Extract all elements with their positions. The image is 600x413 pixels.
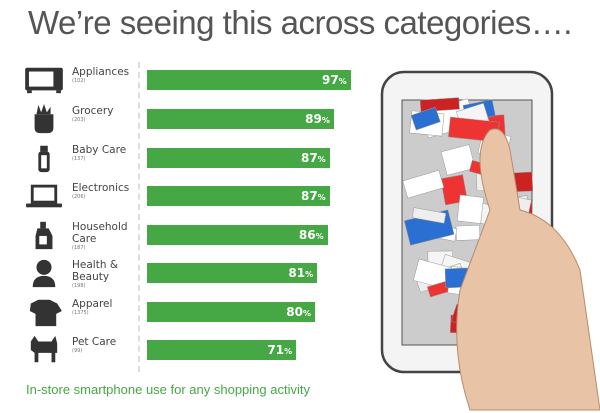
category-label: Electronics (206)	[72, 182, 142, 201]
category-label: Baby Care (137)	[72, 144, 142, 163]
bar-value-label: 97%	[321, 73, 347, 87]
bar-row: Grocery (203) 89%	[0, 101, 380, 137]
bar-value-label: 89%	[305, 112, 330, 126]
sample-count: (198)	[72, 283, 86, 289]
baby-bottle-icon	[38, 145, 50, 173]
bar: 89%	[147, 109, 334, 129]
sample-count: (203)	[72, 117, 86, 123]
bar-value-label: 80%	[286, 305, 311, 319]
category-name: Pet Care	[72, 336, 117, 348]
bar: 97%	[147, 70, 351, 90]
laptop-icon	[26, 184, 62, 208]
category-label: Health & Beauty (198)	[72, 259, 142, 290]
bar: 87%	[147, 186, 330, 206]
page-title: We’re seeing this across categories….	[28, 4, 572, 41]
category-name: Household Care	[72, 221, 128, 245]
sample-count: (187)	[72, 245, 86, 251]
bar-value-label: 86%	[298, 228, 324, 242]
category-name: Apparel	[72, 298, 113, 310]
bar-value-label: 71%	[267, 343, 293, 357]
smartphone-with-coupons-image	[380, 70, 600, 411]
bar-row: Household Care (187) 86%	[0, 217, 380, 253]
sample-count: (206)	[72, 194, 86, 200]
category-label: Pet Care (99)	[72, 336, 142, 355]
woman-icon	[32, 259, 56, 288]
category-name: Health & Beauty	[72, 259, 119, 283]
grocery-bag-icon	[34, 103, 54, 134]
bar-value-label: 81%	[288, 266, 314, 280]
category-name: Grocery	[72, 105, 114, 117]
sample-count: (137)	[72, 156, 86, 162]
category-name: Appliances	[72, 66, 130, 78]
footer-caption: In-store smartphone use for any shopping…	[26, 382, 310, 397]
divider	[138, 62, 140, 372]
bar: 86%	[147, 225, 328, 245]
bar-row: Baby Care (137) 87%	[0, 140, 380, 176]
bar: 71%	[147, 340, 297, 360]
bar-row: Electronics (206) 87%	[0, 178, 380, 214]
bar: 80%	[147, 302, 315, 322]
category-label: Household Care (187)	[72, 221, 142, 252]
sample-count: (102)	[72, 78, 86, 84]
category-name: Baby Care	[72, 144, 127, 156]
category-label: Grocery (203)	[72, 105, 142, 124]
bar-row: Health & Beauty (198) 81%	[0, 255, 380, 291]
bar: 87%	[147, 148, 330, 168]
bar-value-label: 87%	[300, 189, 326, 203]
sample-count: (1375)	[72, 310, 89, 316]
bar: 81%	[147, 263, 318, 283]
bar-value-label: 87%	[300, 151, 326, 165]
dog-icon	[30, 335, 58, 363]
detergent-bottle-icon	[35, 221, 53, 250]
category-label: Apparel (1375)	[72, 298, 142, 317]
bar-row: Apparel (1375) 80%	[0, 294, 380, 330]
microwave-icon	[25, 67, 63, 94]
category-name: Electronics	[72, 182, 130, 194]
sample-count: (99)	[72, 348, 83, 354]
bar-row: Appliances (102) 97%	[0, 62, 380, 98]
bar-row: Pet Care (99) 71%	[0, 332, 380, 368]
category-label: Appliances (102)	[72, 66, 142, 85]
tshirt-icon	[29, 299, 62, 327]
